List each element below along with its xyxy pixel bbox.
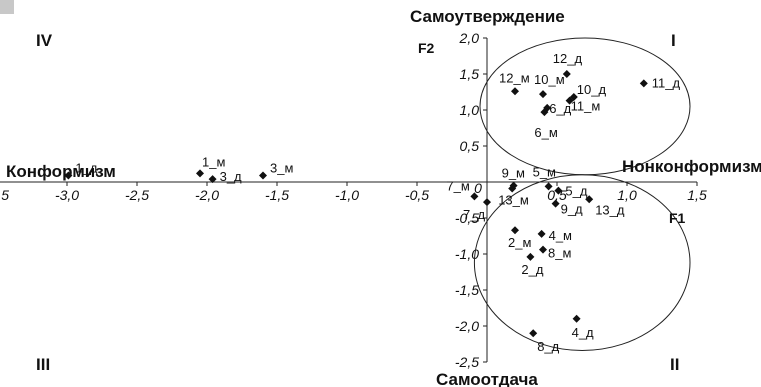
point-label: 5_д <box>565 184 587 199</box>
data-point <box>562 70 571 78</box>
point-label: 4_д <box>572 325 594 340</box>
data-point <box>526 252 535 261</box>
point-label: 10_д <box>577 82 607 97</box>
y-tick-label: -1,0 <box>455 246 479 262</box>
point-label: 3_д <box>220 169 242 184</box>
y-tick-label: -2,5 <box>455 354 479 370</box>
point-label: 6_д <box>549 101 571 116</box>
point-label: 7_м <box>446 178 469 193</box>
data-point <box>639 79 648 88</box>
x-ticks: -3,5-3,0-2,5-2,0-1,5-1,0-0,500,51,01,5 <box>0 180 707 203</box>
point-label: 12_м <box>499 70 530 85</box>
x-tick-label: 1,0 <box>617 187 637 203</box>
point-label: 5_м <box>533 164 556 179</box>
point-label: 13_м <box>498 192 529 207</box>
data-point <box>196 169 204 178</box>
point-label: 3_м <box>270 161 293 176</box>
data-point <box>540 108 549 117</box>
x-tick-label: 0 <box>474 180 482 196</box>
point-label: 9_д <box>561 202 583 217</box>
cluster-ellipses <box>473 37 691 351</box>
axes: -3,5 -3,0 -2,5 -2,0 -1,5 -1,0 -0,5 0 0,5 1,0 1,5 2… <box>0 30 707 370</box>
point-label: 8_д <box>537 339 559 354</box>
x-tick-label: -3,5 <box>0 187 9 203</box>
x-tick-label: -0,5 <box>405 187 429 203</box>
x-tick-label: -1,5 <box>265 187 289 203</box>
data-point <box>585 195 594 204</box>
y-axis-title: F2 <box>418 40 435 56</box>
pole-label-top: Самоутверждение <box>410 7 565 26</box>
data-point <box>551 199 560 208</box>
point-label: 10_м <box>534 72 565 87</box>
quadrant-label-III: III <box>36 355 50 374</box>
pole-label-left: Конформизм <box>6 162 116 181</box>
pole-label-right: Нонконформизм <box>622 157 761 176</box>
point-label: 11_д <box>652 75 681 90</box>
data-point <box>259 171 267 180</box>
y-tick-label: -0,5 <box>455 210 479 226</box>
cluster-ellipse-II <box>473 174 691 351</box>
point-label: 2_д <box>521 262 543 277</box>
quadrant-label-II: II <box>670 355 679 374</box>
data-point <box>554 186 563 195</box>
data-point <box>529 329 538 338</box>
data-point <box>508 184 517 193</box>
data-point <box>572 314 581 323</box>
y-tick-label: 1,0 <box>460 102 480 118</box>
point-label: 9_м <box>502 166 525 181</box>
y-tick-label: -2,0 <box>455 318 479 334</box>
data-point <box>470 192 479 201</box>
x-axis-title: F1 <box>669 210 686 226</box>
data-point <box>511 226 519 235</box>
point-label: 1_д <box>75 161 97 176</box>
point-label: 11_м <box>571 99 601 114</box>
x-tick-label: -1,0 <box>335 187 359 203</box>
point-label: 6_м <box>534 125 557 140</box>
data-point <box>64 171 73 180</box>
point-label: 12_д <box>553 51 583 66</box>
corner-marker <box>0 0 14 14</box>
y-tick-label: 2,0 <box>459 30 480 46</box>
point-label: 2_м <box>508 235 531 250</box>
y-tick-label: -1,5 <box>455 282 479 298</box>
y-tick-label: 0,5 <box>460 138 480 154</box>
data-point <box>208 175 217 184</box>
data-points: 1_д 1_м3_д 3_м 12_д 11_д 12_м 10_м 10_д 11_м6_д 6… <box>64 51 681 354</box>
x-tick-label: 1,5 <box>687 187 707 203</box>
data-point <box>511 87 519 96</box>
point-label: 1_м <box>202 154 225 169</box>
data-point <box>565 96 574 105</box>
point-label: 13_д <box>595 202 625 217</box>
y-ticks: 2,0 1,5 1,0 0,5 -0,5 -1,0 -1,5 -2,0 -2,5 <box>455 30 487 370</box>
data-point <box>483 198 491 207</box>
data-point <box>539 245 547 254</box>
y-tick-label: 1,5 <box>460 66 480 82</box>
x-tick-label: -3,0 <box>55 187 79 203</box>
quadrant-label-I: I <box>671 31 676 50</box>
point-label: 4_м <box>549 228 572 243</box>
data-point <box>539 90 547 99</box>
point-label: 7_д <box>463 207 485 222</box>
pole-label-bottom: Самоотдача <box>436 370 538 387</box>
quadrant-label-IV: IV <box>36 31 53 50</box>
x-tick-label: -2,5 <box>125 187 149 203</box>
point-label: 8_м <box>548 246 571 261</box>
data-point <box>537 229 546 238</box>
x-tick-label: -2,0 <box>195 187 219 203</box>
data-point <box>544 182 553 191</box>
